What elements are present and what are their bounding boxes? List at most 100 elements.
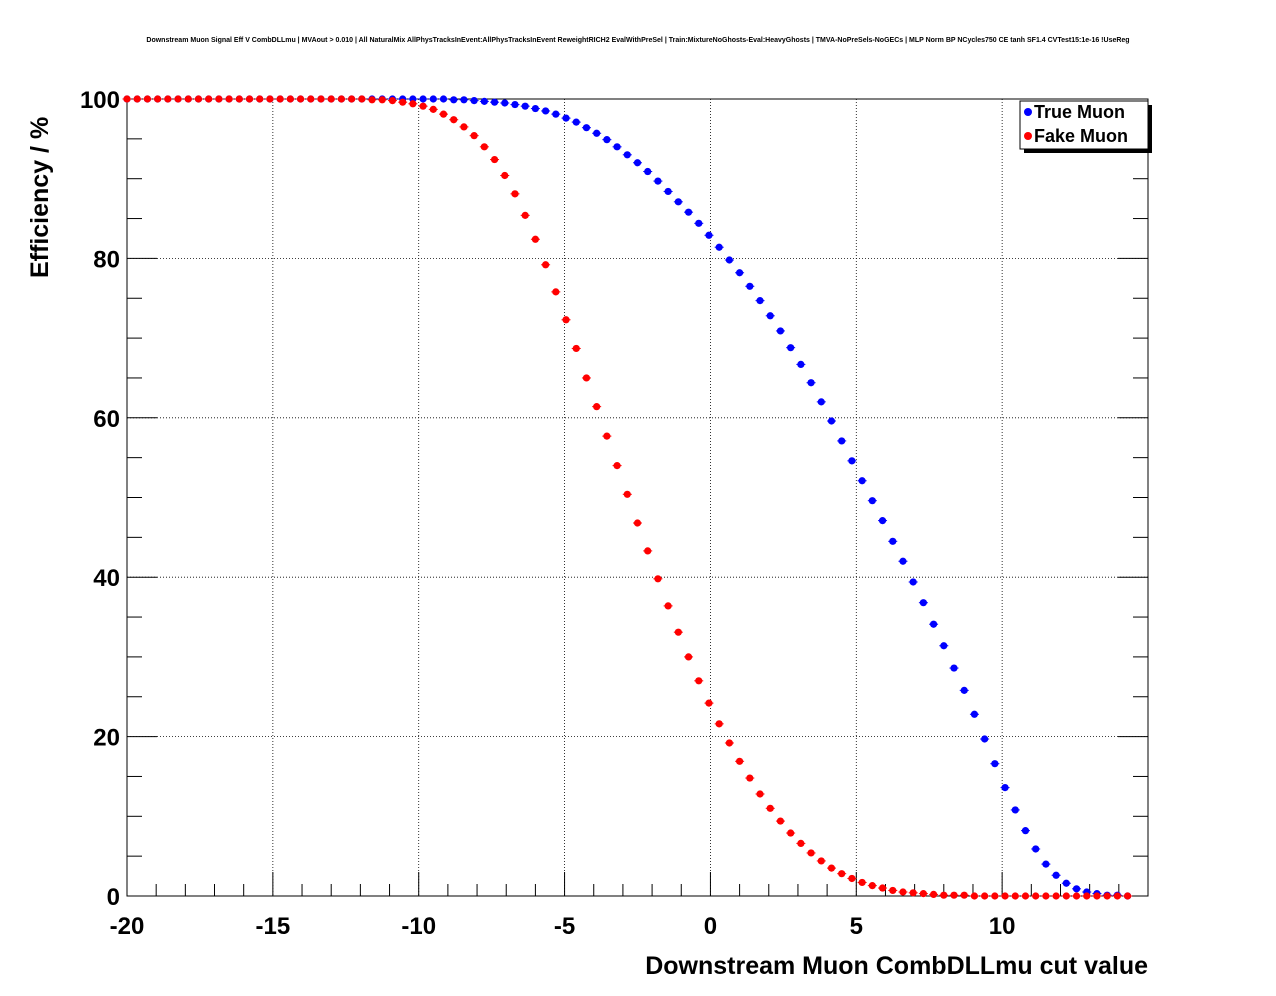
data-point bbox=[399, 98, 407, 106]
data-point bbox=[450, 116, 458, 124]
data-point bbox=[889, 886, 897, 895]
data-point bbox=[562, 316, 570, 324]
data-point bbox=[746, 282, 754, 290]
data-point bbox=[439, 95, 448, 103]
data-point bbox=[899, 888, 907, 896]
data-point bbox=[439, 110, 448, 118]
data-point bbox=[746, 774, 754, 782]
data-point bbox=[501, 99, 509, 107]
data-point bbox=[266, 95, 274, 103]
data-point bbox=[348, 95, 356, 103]
y-tick-label: 0 bbox=[107, 884, 120, 911]
data-point bbox=[572, 344, 580, 353]
data-point bbox=[1072, 892, 1081, 900]
data-point bbox=[919, 890, 927, 898]
data-point bbox=[286, 95, 294, 103]
data-point bbox=[582, 374, 591, 382]
data-point bbox=[674, 198, 682, 206]
legend-marker-true-muon bbox=[1024, 108, 1032, 116]
data-point bbox=[194, 95, 203, 103]
data-point bbox=[480, 143, 488, 151]
data-point bbox=[787, 829, 795, 837]
data-point bbox=[490, 155, 499, 164]
data-point bbox=[388, 96, 397, 105]
data-point bbox=[296, 95, 305, 103]
data-point bbox=[858, 878, 866, 887]
data-point bbox=[603, 136, 611, 144]
data-point bbox=[960, 891, 968, 899]
data-point bbox=[409, 100, 417, 108]
data-point bbox=[205, 95, 213, 103]
data-point bbox=[1072, 885, 1081, 893]
legend: True Muon Fake Muon bbox=[1019, 100, 1152, 153]
data-point bbox=[542, 107, 550, 115]
data-point bbox=[929, 890, 938, 899]
data-point bbox=[878, 517, 887, 525]
data-point bbox=[1042, 892, 1050, 900]
data-point bbox=[1011, 806, 1019, 814]
plot-frame bbox=[126, 98, 1149, 897]
data-point bbox=[378, 96, 386, 104]
data-point bbox=[317, 95, 325, 103]
data-point bbox=[970, 892, 979, 900]
data-point bbox=[307, 95, 315, 103]
data-point bbox=[766, 804, 774, 812]
data-point bbox=[470, 96, 478, 105]
data-point bbox=[878, 884, 887, 892]
y-tick-label: 80 bbox=[93, 246, 120, 273]
data-point bbox=[174, 95, 182, 103]
data-point bbox=[1001, 892, 1009, 900]
data-point bbox=[858, 477, 866, 485]
data-point bbox=[490, 98, 499, 106]
data-point bbox=[817, 398, 825, 406]
data-point bbox=[327, 95, 335, 103]
data-point bbox=[1103, 892, 1111, 900]
y-tick-label: 100 bbox=[80, 87, 120, 114]
data-point bbox=[429, 105, 437, 113]
data-point bbox=[633, 519, 642, 527]
data-point bbox=[1021, 892, 1030, 900]
data-point bbox=[827, 864, 836, 872]
data-point bbox=[776, 327, 785, 335]
data-point bbox=[154, 95, 162, 103]
data-point bbox=[981, 892, 989, 900]
data-point bbox=[460, 123, 468, 131]
x-axis-label: Downstream Muon CombDLLmu cut value bbox=[645, 952, 1148, 980]
data-point bbox=[1021, 827, 1030, 835]
data-point bbox=[807, 379, 815, 387]
data-point bbox=[1083, 892, 1091, 900]
data-point bbox=[766, 312, 774, 320]
data-point bbox=[225, 95, 233, 103]
data-point bbox=[582, 124, 591, 132]
y-tick-labels: 0 20 40 60 80 100 bbox=[80, 87, 120, 911]
data-point bbox=[562, 114, 570, 122]
data-point bbox=[1113, 892, 1121, 900]
data-point bbox=[531, 104, 540, 113]
data-point bbox=[909, 889, 917, 897]
grid-lines bbox=[127, 98, 1148, 896]
data-point bbox=[940, 891, 948, 899]
data-point bbox=[909, 578, 917, 586]
y-tick-label: 40 bbox=[93, 565, 120, 592]
data-point bbox=[838, 437, 846, 445]
data-point bbox=[542, 261, 550, 269]
data-point bbox=[470, 132, 478, 140]
data-point bbox=[787, 344, 795, 352]
y-axis-label: Efficiency / % bbox=[26, 117, 54, 278]
data-point bbox=[664, 602, 672, 610]
data-point bbox=[981, 735, 989, 743]
data-point bbox=[654, 575, 662, 583]
data-point bbox=[776, 817, 785, 825]
data-point bbox=[991, 760, 999, 768]
data-point bbox=[797, 360, 805, 369]
data-point bbox=[572, 118, 580, 126]
data-point bbox=[419, 102, 427, 110]
data-point bbox=[756, 790, 764, 798]
data-point bbox=[256, 95, 264, 103]
data-point bbox=[623, 151, 631, 159]
data-point bbox=[245, 95, 254, 103]
data-point bbox=[623, 490, 631, 498]
series-layer bbox=[122, 95, 1133, 900]
data-point bbox=[838, 870, 846, 878]
